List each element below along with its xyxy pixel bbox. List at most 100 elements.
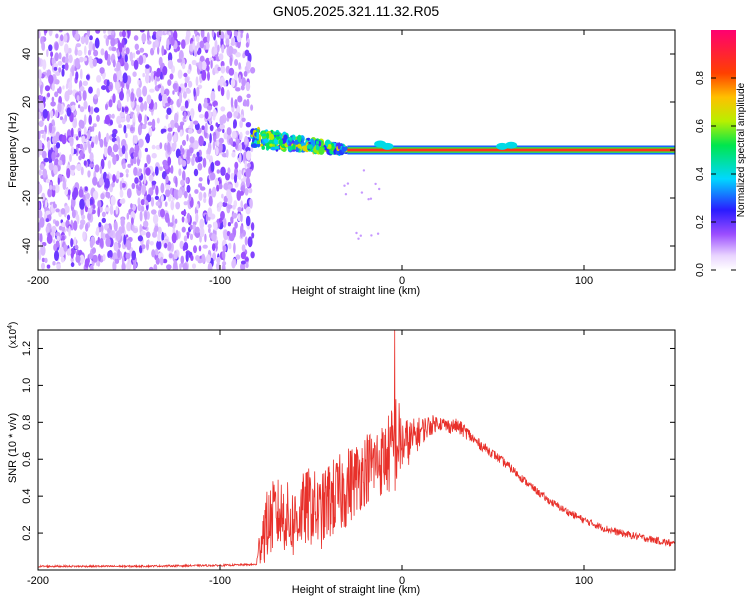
heat-cell	[261, 145, 266, 150]
heat-cell	[112, 143, 119, 153]
heat-cell	[116, 115, 122, 125]
heat-cell	[172, 83, 178, 90]
heat-cell	[191, 59, 197, 66]
snr-panel: -200 -100 0 100 0.2 0.4 0.6 0.8 1.0 1.2 Height o…	[7, 322, 676, 596]
heat-cell	[138, 113, 142, 123]
heat-cell	[99, 237, 104, 248]
heat-cell	[143, 175, 147, 185]
heat-cell	[246, 98, 250, 107]
heat-cell	[79, 198, 85, 210]
heat-cell	[39, 233, 43, 244]
colorbar-tick-label: 0.8	[695, 71, 706, 85]
heat-cell	[48, 30, 53, 37]
heat-cell	[66, 107, 72, 117]
heat-cell	[80, 166, 84, 176]
heat-cell	[55, 220, 60, 227]
heat-cell	[228, 233, 235, 242]
heat-cell	[241, 77, 247, 87]
heat-cell	[82, 90, 87, 101]
heat-cell	[50, 51, 54, 58]
heat-cell	[239, 190, 244, 196]
heat-cell	[41, 192, 46, 201]
heat-cell	[195, 212, 199, 223]
heat-cell	[38, 183, 43, 194]
heat-cell	[51, 151, 56, 162]
heat-cell	[91, 125, 95, 132]
heat-cell	[233, 119, 237, 129]
heat-cell	[237, 213, 241, 222]
heat-cell	[101, 211, 106, 218]
heat-cell	[198, 191, 203, 201]
heat-cell	[173, 188, 177, 199]
heat-cell	[180, 105, 186, 112]
heat-cell	[175, 148, 181, 159]
heat-cell	[54, 52, 59, 62]
heat-cell	[171, 232, 177, 244]
heat-cell	[103, 34, 108, 39]
heat-cell	[91, 209, 96, 215]
heat-cell	[269, 143, 273, 147]
heat-cell	[87, 49, 92, 56]
heat-cell	[219, 31, 225, 41]
heat-cell	[84, 186, 88, 191]
heat-cell	[288, 137, 292, 141]
heat-cell	[374, 182, 377, 186]
heat-cell	[180, 144, 183, 154]
heat-cell	[246, 162, 251, 168]
heat-cell	[227, 167, 231, 175]
heat-cell	[181, 160, 187, 167]
heat-cell	[115, 81, 120, 91]
heat-cell	[152, 214, 159, 225]
heat-cell	[119, 75, 123, 82]
heat-cell	[130, 217, 134, 225]
heat-cell	[164, 212, 170, 223]
heat-cell	[100, 48, 105, 56]
heat-cell	[229, 56, 233, 67]
heat-cell	[297, 143, 302, 149]
heat-cell	[71, 66, 75, 77]
heat-cell	[245, 130, 250, 136]
heat-cell	[84, 45, 87, 56]
heat-cell	[240, 225, 244, 234]
heat-cell	[138, 55, 144, 66]
heat-cell	[45, 199, 48, 209]
heat-cell	[48, 74, 54, 85]
heat-cell	[88, 163, 95, 168]
heat-cell	[98, 131, 101, 142]
heat-cell	[60, 34, 64, 42]
chart-title: GN05.2025.321.11.32.R05	[273, 3, 440, 19]
heat-cell	[59, 116, 64, 121]
heat-cell	[38, 201, 41, 211]
heat-cell	[139, 210, 143, 222]
heat-cell	[151, 118, 156, 130]
heat-cell	[165, 184, 171, 190]
heat-cell	[124, 106, 129, 113]
heat-cell	[194, 189, 199, 194]
heat-cell	[58, 225, 63, 231]
x-tick-label: -200	[27, 575, 49, 587]
heat-cell	[221, 263, 226, 270]
heat-cell	[121, 118, 126, 122]
heat-cell	[179, 92, 183, 101]
heat-cell	[150, 71, 155, 82]
heat-cell	[126, 212, 130, 220]
heat-cell	[181, 210, 187, 216]
heat-cell	[216, 257, 221, 264]
heat-cell	[79, 143, 84, 150]
heat-cell	[126, 221, 132, 232]
heat-cell	[88, 86, 93, 94]
heat-cell	[218, 201, 223, 208]
heat-cell	[135, 50, 141, 55]
heat-cell	[161, 45, 165, 56]
heat-cell	[138, 148, 142, 160]
heat-cell	[214, 160, 221, 166]
heat-cell	[146, 154, 151, 165]
heat-cell	[231, 151, 236, 158]
heat-cell	[102, 73, 106, 80]
heat-cell	[221, 251, 226, 260]
heat-cell	[97, 200, 102, 208]
heat-cell	[207, 262, 213, 270]
heat-cell	[165, 114, 169, 120]
heat-cell	[112, 154, 117, 165]
heat-cell	[133, 156, 137, 165]
